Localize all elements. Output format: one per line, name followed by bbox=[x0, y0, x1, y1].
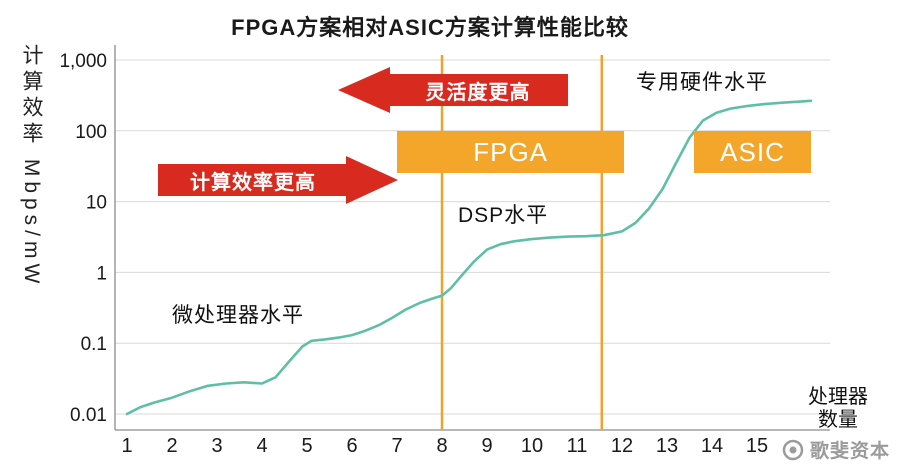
y-tick-label: 100 bbox=[75, 122, 107, 143]
flexibility-arrow-label: 灵活度更高 bbox=[388, 74, 568, 106]
x-tick-label: 12 bbox=[611, 435, 633, 457]
x-tick-label: 5 bbox=[301, 435, 312, 457]
annotation-dsp-level: DSP水平 bbox=[458, 204, 549, 227]
y-tick-label: 10 bbox=[86, 193, 107, 214]
asic-band-label: ASIC bbox=[720, 136, 785, 167]
fpga-band-label: FPGA bbox=[473, 136, 549, 167]
x-tick-label: 9 bbox=[481, 435, 492, 457]
watermark-text: 歌斐资本 bbox=[809, 441, 890, 462]
arrow-right-head-icon bbox=[346, 156, 398, 204]
x-axis-label-line1: 处理器 bbox=[808, 386, 868, 408]
y-axis-label: 计算效率 Mbps/mW bbox=[20, 44, 43, 289]
x-tick-label: 15 bbox=[746, 435, 768, 457]
x-tick-label: 10 bbox=[521, 435, 543, 457]
x-tick-label: 8 bbox=[436, 435, 447, 457]
x-tick-label: 14 bbox=[701, 435, 723, 457]
watermark: 歌斐资本 bbox=[775, 434, 895, 465]
y-tick-label: 0.01 bbox=[70, 405, 107, 426]
x-axis-label: 处理器 数量 bbox=[793, 386, 883, 432]
performance-curve bbox=[125, 99, 813, 416]
x-tick-label: 2 bbox=[166, 435, 177, 457]
y-tick-label: 0.1 bbox=[81, 334, 107, 355]
annotation-microprocessor-level: 微处理器水平 bbox=[172, 304, 304, 327]
flexibility-arrow: 灵活度更高 bbox=[338, 67, 568, 113]
x-tick-label: 6 bbox=[346, 435, 357, 457]
x-axis-label-line2: 数量 bbox=[818, 409, 858, 431]
annotation-dedicated-hardware-level: 专用硬件水平 bbox=[636, 71, 768, 94]
arrow-left-head-icon bbox=[338, 67, 390, 113]
x-tick-label: 4 bbox=[256, 435, 267, 457]
x-tick-label: 3 bbox=[211, 435, 222, 457]
x-tick-label: 13 bbox=[656, 435, 678, 457]
y-tick-label: 1,000 bbox=[59, 51, 107, 72]
fpga-band: FPGA bbox=[397, 130, 625, 174]
watermark-logo-icon bbox=[782, 439, 804, 460]
x-tick-label: 11 bbox=[567, 435, 588, 457]
efficiency-arrow-label: 计算效率更高 bbox=[158, 164, 348, 196]
x-tick-label: 7 bbox=[391, 435, 402, 457]
x-tick-label: 1 bbox=[121, 435, 132, 457]
y-tick-label: 1 bbox=[96, 263, 107, 284]
chart-title: FPGA方案相对ASIC方案计算性能比较 bbox=[231, 15, 629, 40]
efficiency-arrow: 计算效率更高 bbox=[158, 156, 398, 204]
asic-band: ASIC bbox=[694, 130, 811, 174]
